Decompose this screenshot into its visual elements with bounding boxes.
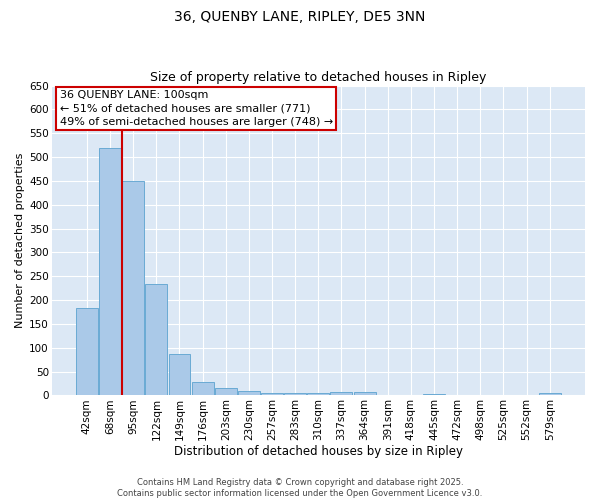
Bar xyxy=(284,393,306,396)
Text: 36, QUENBY LANE, RIPLEY, DE5 3NN: 36, QUENBY LANE, RIPLEY, DE5 3NN xyxy=(175,10,425,24)
Bar xyxy=(76,308,98,396)
Bar xyxy=(215,388,237,396)
Y-axis label: Number of detached properties: Number of detached properties xyxy=(15,153,25,328)
X-axis label: Distribution of detached houses by size in Ripley: Distribution of detached houses by size … xyxy=(174,444,463,458)
Bar xyxy=(353,392,376,396)
Bar xyxy=(169,354,190,396)
Bar xyxy=(307,393,329,396)
Bar xyxy=(99,148,121,396)
Text: Contains HM Land Registry data © Crown copyright and database right 2025.
Contai: Contains HM Land Registry data © Crown c… xyxy=(118,478,482,498)
Bar xyxy=(191,382,214,396)
Bar xyxy=(238,391,260,396)
Bar xyxy=(122,182,144,396)
Text: 36 QUENBY LANE: 100sqm
← 51% of detached houses are smaller (771)
49% of semi-de: 36 QUENBY LANE: 100sqm ← 51% of detached… xyxy=(59,90,333,126)
Bar xyxy=(331,392,352,396)
Title: Size of property relative to detached houses in Ripley: Size of property relative to detached ho… xyxy=(150,72,487,85)
Bar xyxy=(261,392,283,396)
Bar xyxy=(423,394,445,396)
Bar xyxy=(145,284,167,396)
Bar xyxy=(539,393,561,396)
